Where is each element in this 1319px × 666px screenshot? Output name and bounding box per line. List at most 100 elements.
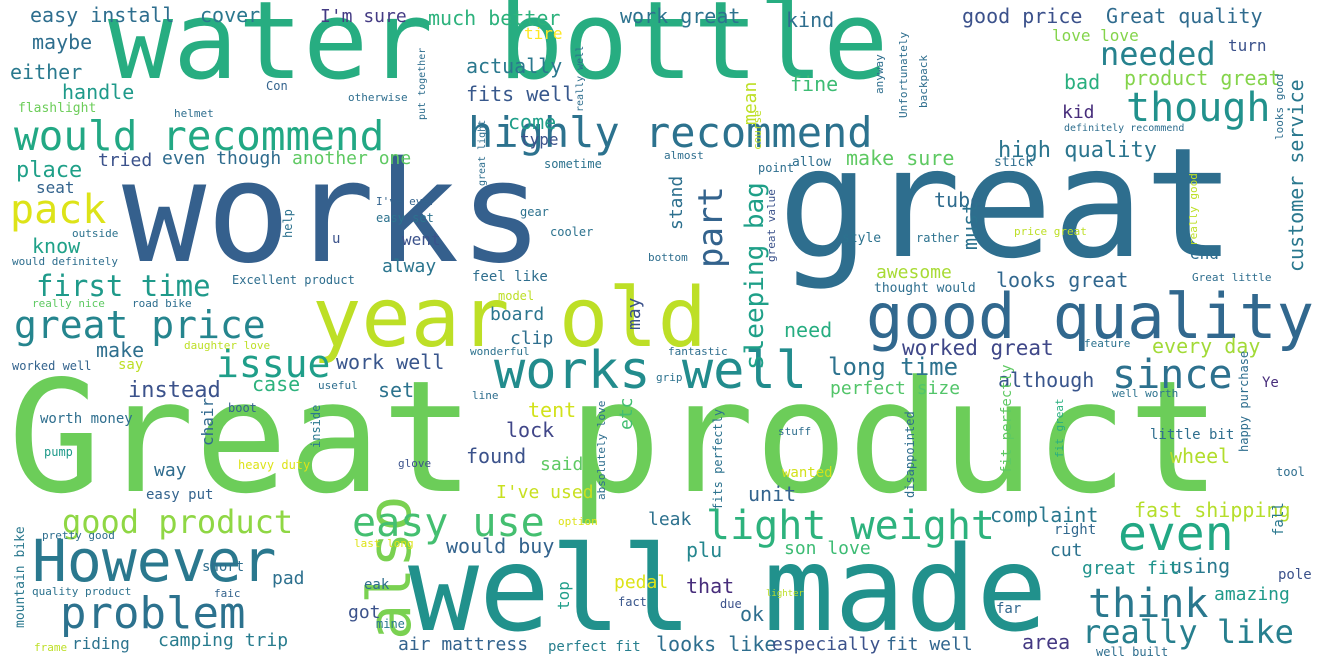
word: tube <box>934 188 983 212</box>
word: every day <box>1152 334 1261 358</box>
word: fact <box>618 595 647 609</box>
word: boot <box>228 401 257 415</box>
word: looks good <box>1273 73 1286 140</box>
word: I've ever <box>376 195 436 208</box>
word: good quality <box>866 280 1314 353</box>
word: camping trip <box>158 630 289 651</box>
word: thought would <box>874 281 976 296</box>
word: need <box>784 318 833 342</box>
word: good product <box>62 503 294 541</box>
word: I'm sure <box>320 6 407 27</box>
word: anyway <box>873 54 886 94</box>
word: instead <box>128 378 221 403</box>
word: fit perfectly <box>999 364 1015 474</box>
word: useful <box>318 379 358 392</box>
word: style <box>842 231 882 246</box>
word: feature <box>1084 337 1131 350</box>
word: road bike <box>132 297 192 310</box>
word: product great <box>1124 66 1281 90</box>
word: seat <box>36 178 75 197</box>
word: clip <box>510 328 554 349</box>
word: needed <box>1100 35 1216 73</box>
word: wanted <box>782 465 833 481</box>
word: work great <box>620 4 741 28</box>
word: light weight <box>706 503 995 549</box>
word: pedal <box>614 572 669 593</box>
word: I've used <box>496 482 594 503</box>
word: riding <box>72 634 130 653</box>
word: happy purchase <box>1237 350 1251 452</box>
word: worth money <box>40 411 133 427</box>
word: first time <box>36 269 211 303</box>
word: would recommend <box>14 112 385 160</box>
word: kid <box>1062 102 1095 123</box>
word: faic <box>214 587 241 600</box>
word: works well <box>494 341 808 401</box>
word: help <box>281 209 295 238</box>
word: tried <box>98 150 153 171</box>
word: great price <box>14 303 266 347</box>
word: pack <box>10 187 107 233</box>
word: daughter love <box>184 339 271 352</box>
word: water bottle <box>108 0 889 104</box>
word: end <box>1190 244 1219 263</box>
word: fall <box>1271 502 1287 536</box>
word: using <box>1170 554 1231 578</box>
word: Excellent product <box>232 273 355 287</box>
word: point <box>758 161 795 175</box>
word: tire <box>524 24 563 43</box>
word: air mattress <box>398 634 529 655</box>
word: know <box>32 234 81 258</box>
word: price great <box>1014 225 1087 238</box>
word: right <box>1054 522 1097 538</box>
word: fit great <box>1053 398 1066 458</box>
word: easy install <box>30 3 175 27</box>
word: looks like <box>656 632 777 656</box>
word: Unfortunately <box>897 31 910 118</box>
word: put together <box>417 47 428 120</box>
word: went <box>402 230 441 249</box>
word: customer service <box>1284 79 1308 272</box>
word: problem <box>60 588 246 639</box>
word: case <box>252 372 301 396</box>
word: stick <box>994 155 1034 170</box>
word: way <box>154 460 187 481</box>
word: tool <box>1276 465 1305 479</box>
word: make <box>96 338 145 362</box>
word: complaint <box>990 503 1099 527</box>
word: good price <box>962 4 1083 28</box>
word: handle <box>62 80 135 104</box>
word: worked great <box>902 336 1054 360</box>
word: absolutely love <box>595 400 608 500</box>
word: disappointed <box>903 411 917 498</box>
word: almost <box>664 149 704 162</box>
word: although <box>998 368 1095 392</box>
word: year old <box>312 271 707 366</box>
word: easy set <box>376 211 434 225</box>
word: chair <box>198 397 217 446</box>
word: come <box>508 110 557 134</box>
word: ok <box>740 602 765 626</box>
word: last long <box>354 537 414 550</box>
word: stand <box>666 175 687 230</box>
word: cooler <box>550 225 594 239</box>
word: great <box>778 115 1236 292</box>
word: great fit <box>1082 558 1180 579</box>
word: high quality <box>998 138 1157 163</box>
word: another one <box>292 148 412 169</box>
word: frame <box>34 641 68 654</box>
word: would buy <box>446 534 555 558</box>
word: pole <box>1278 567 1312 583</box>
word: rather <box>916 231 960 245</box>
word: plu <box>686 538 723 562</box>
word: Great little <box>1192 271 1272 284</box>
word: well made <box>408 520 1048 658</box>
word: well worth <box>1112 387 1179 400</box>
word: that <box>686 574 735 598</box>
word: bottom <box>648 251 688 264</box>
word: quality product <box>32 585 132 598</box>
word: flashlight <box>18 101 97 116</box>
word: Great quality <box>1106 4 1263 28</box>
word: model <box>498 289 535 303</box>
